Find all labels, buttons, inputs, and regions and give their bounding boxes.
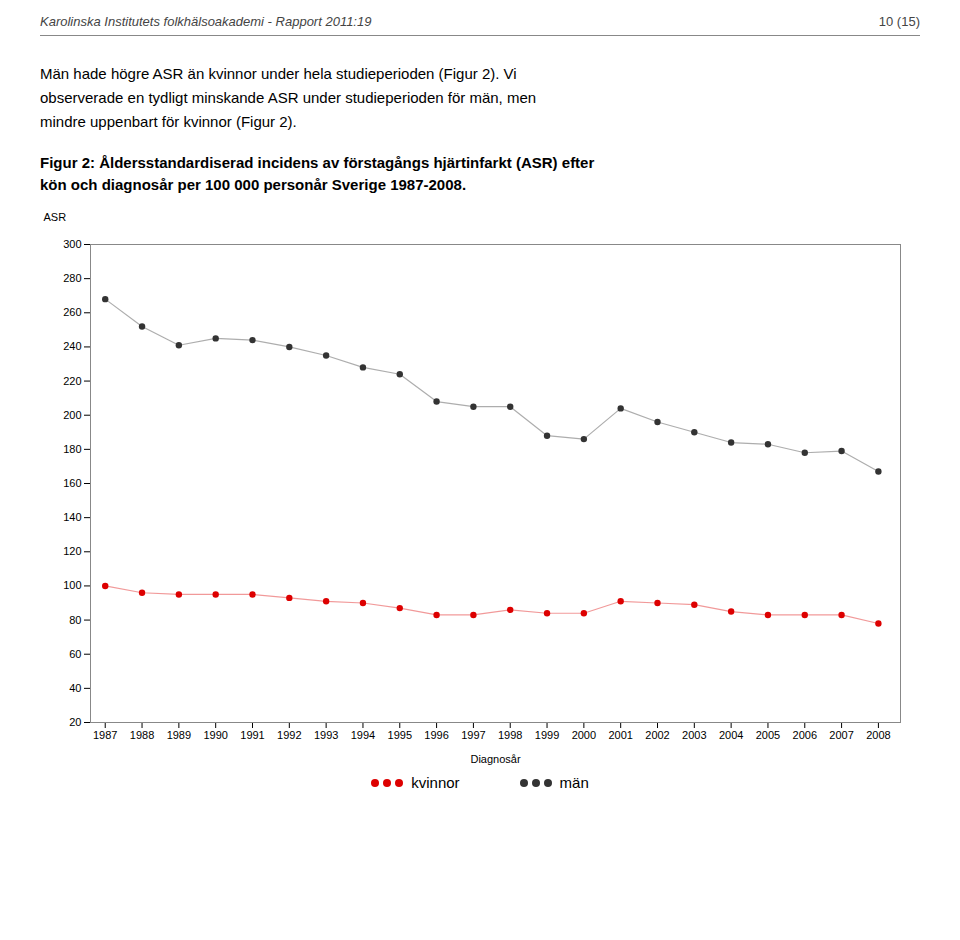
svg-text:1995: 1995 (388, 729, 412, 741)
svg-text:1989: 1989 (167, 729, 191, 741)
html-text:Män hade högre ASR än kvinnor: Män hade högre ASR än kvinnor under hela… (40, 65, 517, 82)
svg-text:160: 160 (63, 477, 81, 489)
svg-text:2000: 2000 (572, 729, 596, 741)
svg-text:1990: 1990 (203, 729, 227, 741)
svg-text:1993: 1993 (314, 729, 338, 741)
svg-text:2006: 2006 (793, 729, 817, 741)
html-text:Figur 2: Åldersstandardiserad: Figur 2: Åldersstandardiserad incidens a… (40, 154, 595, 171)
svg-text:220: 220 (63, 375, 81, 387)
svg-text:140: 140 (63, 511, 81, 523)
svg-text:1992: 1992 (277, 729, 301, 741)
html-text:kön och diagnosår per 100 000: kön och diagnosår per 100 000 personår S… (40, 176, 466, 193)
svg-text:2008: 2008 (866, 729, 890, 741)
svg-text:180: 180 (63, 443, 81, 455)
svg-text:2001: 2001 (608, 729, 632, 741)
svg-text:2003: 2003 (682, 729, 706, 741)
svg-text:2004: 2004 (719, 729, 743, 741)
svg-text:1988: 1988 (130, 729, 154, 741)
html-text:män: män (559, 774, 589, 791)
svg-text:100: 100 (63, 579, 81, 591)
svg-text:1999: 1999 (535, 729, 559, 741)
svg-text:20: 20 (69, 716, 81, 728)
html-text:observerade en tydligt minskan: observerade en tydligt minskande ASR und… (40, 89, 537, 106)
svg-text:2005: 2005 (756, 729, 780, 741)
svg-text:80: 80 (69, 614, 81, 626)
html-text:Karolinska Institutets folkhäl: Karolinska Institutets folkhälsoakademi … (40, 14, 372, 29)
svg-text:1994: 1994 (351, 729, 375, 741)
svg-text:200: 200 (63, 409, 81, 421)
svg-text:260: 260 (63, 306, 81, 318)
svg-text:60: 60 (69, 648, 81, 660)
svg-text:1987: 1987 (93, 729, 117, 741)
svg-text:2007: 2007 (829, 729, 853, 741)
svg-text:1997: 1997 (461, 729, 485, 741)
html-text:10 (15): 10 (15) (878, 14, 920, 29)
html-text:kvinnor: kvinnor (411, 774, 460, 791)
svg-text:1991: 1991 (240, 729, 264, 741)
svg-text:ASR: ASR (44, 211, 67, 223)
svg-text:300: 300 (63, 238, 81, 250)
html-text:mindre uppenbart för kvinnor (: mindre uppenbart för kvinnor (Figur 2). (40, 113, 297, 130)
svg-text:240: 240 (63, 340, 81, 352)
svg-text:40: 40 (69, 682, 81, 694)
svg-text:Diagnosår: Diagnosår (470, 753, 520, 765)
svg-text:280: 280 (63, 272, 81, 284)
svg-text:1996: 1996 (424, 729, 448, 741)
svg-text:2002: 2002 (645, 729, 669, 741)
svg-text:120: 120 (63, 545, 81, 557)
svg-text:1998: 1998 (498, 729, 522, 741)
